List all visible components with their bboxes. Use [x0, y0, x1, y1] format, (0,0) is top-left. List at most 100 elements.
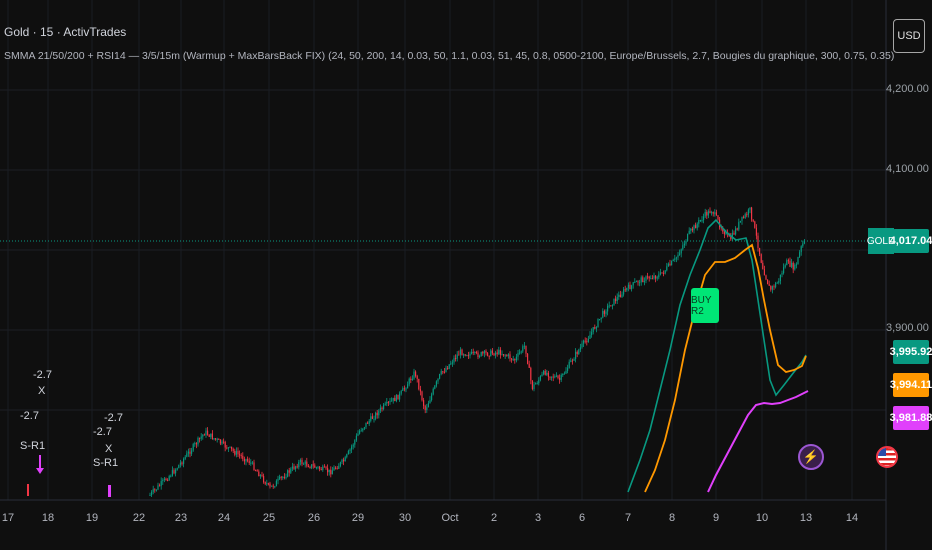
candle-body: [315, 467, 317, 469]
candle-body: [655, 275, 657, 279]
candle-body: [765, 275, 767, 280]
candle-body: [271, 485, 273, 487]
candle-body: [565, 370, 567, 374]
candle-body: [483, 350, 485, 354]
candle-body: [227, 447, 229, 449]
indicator-legend[interactable]: SMMA 21/50/200 + RSI14 — 3/5/15m (Warmup…: [4, 50, 895, 62]
candle-body: [523, 345, 525, 347]
time-tick-label: 10: [755, 512, 769, 524]
last-price-tag: 4,017.04: [890, 229, 932, 253]
smma-fast-price-tag: 3,995.92: [890, 340, 932, 364]
candle-body: [386, 401, 388, 404]
candle-body: [667, 263, 669, 267]
candle-body: [410, 378, 412, 380]
time-tick-label: 19: [85, 512, 99, 524]
candle-body: [411, 378, 413, 380]
candle-body: [547, 372, 549, 377]
buy-signal-label: BUY R2: [691, 288, 719, 323]
candle-body: [635, 281, 637, 283]
candle-body: [183, 459, 185, 464]
candle-body: [157, 485, 159, 490]
candle-body: [178, 464, 180, 469]
time-tick-label: 13: [799, 512, 813, 524]
candle-body: [578, 349, 580, 355]
candle-body: [435, 381, 437, 386]
time-tick-label: 8: [668, 512, 676, 524]
candle-body: [242, 455, 244, 460]
candle-body: [517, 353, 519, 357]
candle-body: [488, 355, 490, 357]
sell-signal-x: X: [105, 443, 113, 455]
candle-body: [595, 327, 597, 329]
candle-body: [648, 276, 650, 279]
candle-body: [482, 351, 484, 354]
symbol-title[interactable]: Gold · 15 · ActivTrades: [4, 25, 127, 39]
candle-body: [330, 469, 332, 475]
lightning-icon[interactable]: ⚡: [798, 444, 824, 470]
sell-marker-1: [36, 455, 44, 474]
sell-signal-x: X: [38, 385, 46, 397]
candle-body: [799, 252, 801, 257]
candle-body: [626, 287, 628, 291]
candle-body: [610, 305, 612, 307]
candle-body: [544, 370, 546, 375]
candle-body: [261, 474, 263, 476]
candle-body: [202, 434, 204, 437]
candle-body: [642, 277, 644, 283]
candle-body: [607, 305, 609, 312]
candle-body: [216, 438, 218, 440]
candle-body: [167, 480, 169, 482]
candle-body: [403, 388, 405, 390]
candle-body: [751, 207, 753, 220]
candle-body: [187, 451, 189, 454]
candle-body: [720, 227, 722, 229]
candle-body: [797, 256, 799, 265]
candle-body: [509, 354, 511, 359]
candle-body: [514, 359, 516, 361]
candle-body: [461, 349, 463, 356]
candle-body: [291, 466, 293, 469]
candle-body: [235, 451, 237, 455]
candle-body: [159, 485, 161, 487]
candle-body: [327, 468, 329, 473]
candle-body: [325, 467, 327, 469]
candle-body: [451, 362, 453, 364]
candle-body: [714, 212, 716, 214]
candle-body: [536, 383, 538, 385]
candle-body: [619, 294, 621, 298]
candle-body: [290, 468, 292, 473]
candle-body: [416, 376, 418, 379]
candle-body: [568, 361, 570, 369]
candle-body: [735, 228, 737, 235]
candle-body: [463, 354, 465, 356]
time-tick-label: Oct: [441, 512, 459, 524]
candle-body: [243, 459, 245, 462]
candle-body: [747, 209, 749, 215]
candle-body: [491, 350, 493, 354]
sell-signal-value: -2.7: [104, 412, 123, 424]
currency-button[interactable]: USD: [893, 19, 925, 53]
candle-body: [584, 340, 586, 342]
candle-body: [351, 446, 353, 450]
candle-body: [306, 461, 308, 466]
price-label-4200: 4,200.00: [886, 83, 929, 95]
candle-body: [333, 467, 335, 471]
candle-body: [664, 270, 666, 274]
candle-body: [443, 371, 445, 373]
candle-body: [375, 412, 377, 419]
candle-body: [151, 491, 153, 495]
candle-body: [485, 350, 487, 353]
candle-body: [651, 278, 653, 280]
candle-body: [408, 378, 410, 385]
candle-body: [179, 462, 181, 465]
us-flag-icon[interactable]: [876, 446, 898, 468]
candle-body: [688, 230, 690, 234]
candle-body: [240, 455, 242, 457]
candle-body: [168, 476, 170, 481]
candle-body: [779, 274, 781, 282]
candle-body: [704, 211, 706, 217]
candle-body: [480, 351, 482, 357]
candle-body: [754, 221, 756, 228]
time-tick-label: 24: [217, 512, 231, 524]
